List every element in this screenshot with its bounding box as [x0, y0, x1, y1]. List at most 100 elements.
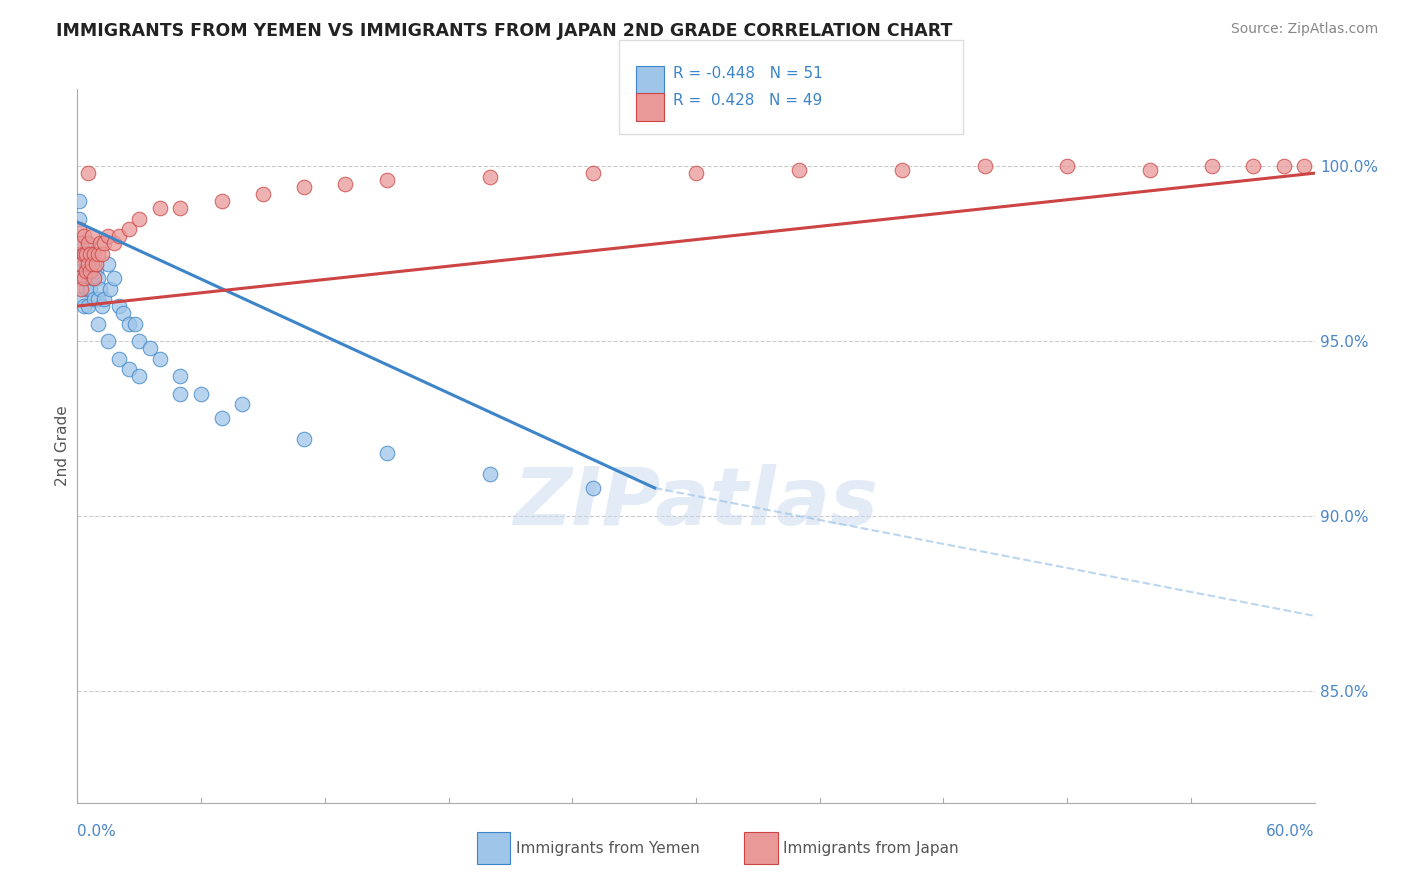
Point: [67, 211, 90, 226]
Point: [98, 282, 121, 296]
Point: [75, 282, 97, 296]
Y-axis label: 2nd Grade: 2nd Grade: [55, 406, 70, 486]
Point: [97, 257, 120, 271]
Point: [76, 236, 98, 251]
Point: [67, 222, 90, 236]
Text: IMMIGRANTS FROM YEMEN VS IMMIGRANTS FROM JAPAN 2ND GRADE CORRELATION CHART: IMMIGRANTS FROM YEMEN VS IMMIGRANTS FROM…: [56, 22, 953, 40]
Point: [103, 271, 125, 285]
Point: [252, 187, 274, 202]
Text: 60.0%: 60.0%: [1267, 824, 1315, 839]
Point: [72, 229, 94, 244]
Point: [72, 299, 94, 313]
Point: [80, 229, 103, 244]
Point: [335, 177, 357, 191]
Point: [84, 257, 107, 271]
Point: [111, 306, 134, 320]
Point: [83, 264, 105, 278]
Point: [83, 271, 105, 285]
Point: [87, 317, 110, 331]
Point: [685, 166, 707, 180]
Point: [67, 194, 90, 208]
Point: [292, 432, 315, 446]
Point: [128, 334, 150, 348]
Point: [76, 264, 98, 278]
Point: [149, 201, 172, 215]
Point: [169, 369, 191, 384]
Point: [87, 271, 110, 285]
Point: [97, 229, 120, 244]
Point: [91, 246, 114, 260]
Point: [787, 162, 810, 177]
Point: [80, 271, 103, 285]
Point: [79, 246, 101, 260]
Point: [76, 166, 98, 180]
Point: [91, 299, 114, 313]
Point: [211, 411, 233, 425]
Point: [107, 351, 129, 366]
Point: [211, 194, 233, 208]
Text: Immigrants from Yemen: Immigrants from Yemen: [516, 841, 700, 855]
Point: [67, 271, 90, 285]
Point: [1056, 159, 1078, 173]
Point: [70, 271, 93, 285]
Point: [190, 386, 212, 401]
Point: [83, 292, 105, 306]
Point: [70, 264, 93, 278]
Point: [76, 299, 98, 313]
Point: [72, 246, 94, 260]
Point: [79, 246, 101, 260]
Point: [75, 264, 97, 278]
Point: [93, 236, 115, 251]
Point: [128, 369, 150, 384]
Text: 0.0%: 0.0%: [77, 824, 117, 839]
Point: [478, 467, 501, 481]
Point: [70, 246, 93, 260]
Point: [70, 236, 93, 251]
Point: [292, 180, 315, 194]
Point: [70, 292, 93, 306]
Text: R = -0.448   N = 51: R = -0.448 N = 51: [673, 66, 824, 81]
Point: [67, 246, 90, 260]
Point: [169, 201, 191, 215]
Point: [1201, 159, 1223, 173]
Point: [1294, 159, 1316, 173]
Point: [478, 169, 501, 184]
Point: [1139, 162, 1161, 177]
Point: [89, 282, 111, 296]
Point: [93, 292, 115, 306]
Point: [582, 166, 605, 180]
Point: [84, 264, 107, 278]
Point: [89, 236, 111, 251]
Text: Source: ZipAtlas.com: Source: ZipAtlas.com: [1230, 22, 1378, 37]
Point: [80, 246, 103, 260]
Point: [83, 246, 105, 260]
Point: [97, 334, 120, 348]
Point: [128, 211, 150, 226]
Point: [1241, 159, 1264, 173]
Point: [138, 341, 160, 355]
Point: [118, 317, 141, 331]
Point: [149, 351, 172, 366]
Text: Immigrants from Japan: Immigrants from Japan: [783, 841, 959, 855]
Point: [124, 317, 146, 331]
Point: [80, 257, 103, 271]
Point: [87, 292, 110, 306]
Point: [67, 236, 90, 251]
Point: [79, 282, 101, 296]
Point: [582, 481, 605, 495]
Text: R =  0.428   N = 49: R = 0.428 N = 49: [673, 93, 823, 108]
Point: [70, 282, 93, 296]
Point: [79, 264, 101, 278]
Point: [87, 246, 110, 260]
Point: [103, 236, 125, 251]
Point: [72, 246, 94, 260]
Point: [70, 257, 93, 271]
Point: [973, 159, 995, 173]
Point: [375, 446, 398, 460]
Point: [118, 362, 141, 376]
Point: [375, 173, 398, 187]
Point: [107, 229, 129, 244]
Point: [118, 222, 141, 236]
Point: [107, 299, 129, 313]
Point: [891, 162, 914, 177]
